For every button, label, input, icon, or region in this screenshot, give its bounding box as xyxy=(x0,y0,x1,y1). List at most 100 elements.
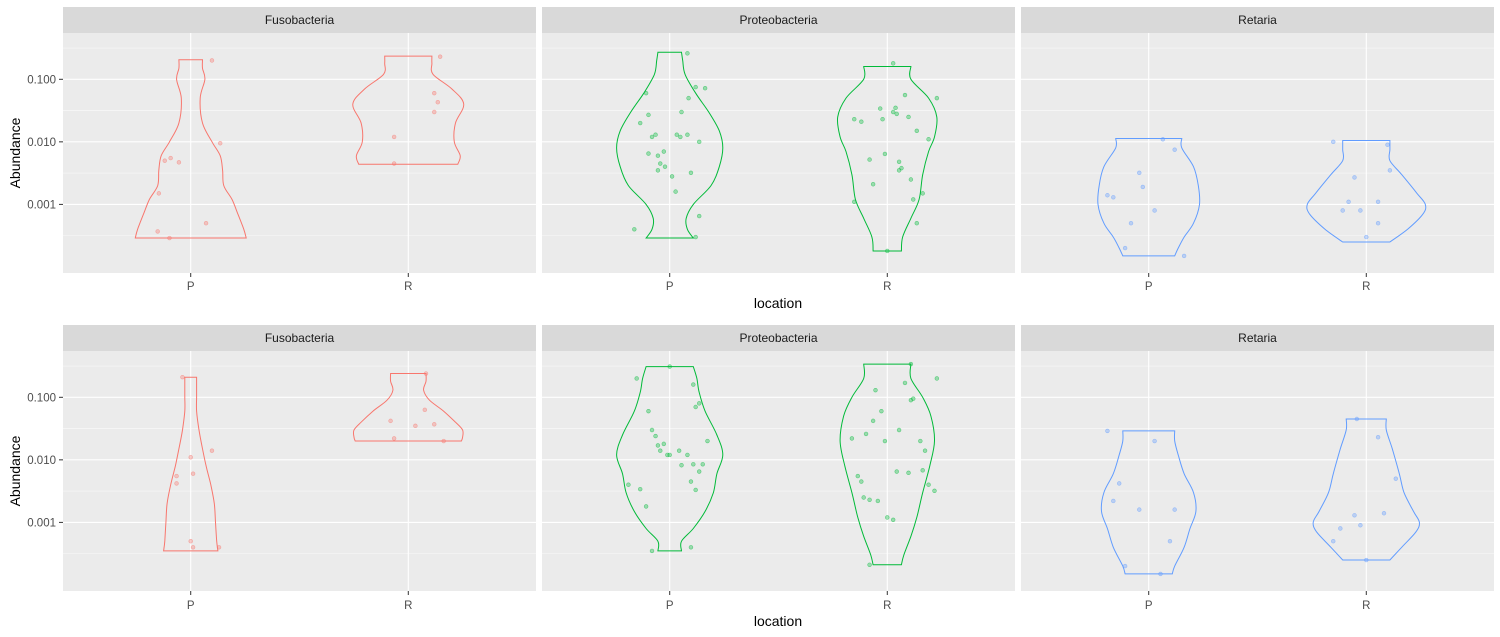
data-point xyxy=(688,479,694,484)
data-point xyxy=(691,382,696,387)
facet-strip-label: Retaria xyxy=(1238,13,1277,27)
x-axis-title: location xyxy=(754,613,802,629)
data-point xyxy=(168,155,173,161)
data-point xyxy=(441,438,446,444)
data-point xyxy=(413,423,418,429)
violin-p xyxy=(134,59,247,239)
data-point xyxy=(911,197,916,202)
data-point xyxy=(661,441,667,447)
data-point xyxy=(894,469,899,474)
data-point xyxy=(435,100,440,105)
data-point xyxy=(662,164,668,169)
data-point xyxy=(432,422,437,427)
data-point xyxy=(1364,557,1369,563)
facet-panel-proteobacteria: Proteobacteria P R xyxy=(542,325,1015,612)
data-point xyxy=(697,213,702,219)
data-point xyxy=(649,548,655,554)
data-point xyxy=(1105,428,1110,434)
facet-strip-label: Proteobacteria xyxy=(739,331,817,345)
data-point xyxy=(174,481,179,486)
violin-p xyxy=(616,366,724,552)
data-point xyxy=(693,404,698,410)
facet-strip-label: Fusobacteria xyxy=(265,331,335,345)
panel-background xyxy=(1021,351,1494,591)
data-point xyxy=(1117,481,1122,486)
data-point xyxy=(643,504,649,509)
data-point xyxy=(176,160,182,165)
x-tick-label: P xyxy=(666,600,674,612)
data-point xyxy=(859,119,864,124)
data-point xyxy=(700,462,705,467)
data-point xyxy=(679,463,684,468)
x-tick-label: R xyxy=(404,600,412,612)
x-tick-label: R xyxy=(883,281,891,293)
data-point xyxy=(649,427,655,433)
data-point xyxy=(852,117,857,122)
data-point xyxy=(908,397,914,403)
x-tick-label: R xyxy=(1362,281,1370,293)
data-point xyxy=(1111,195,1116,200)
data-point xyxy=(180,374,185,380)
data-point xyxy=(863,431,869,437)
data-point xyxy=(661,149,667,154)
data-point xyxy=(156,191,162,196)
data-point xyxy=(658,161,663,166)
violin-p xyxy=(616,51,724,239)
data-point xyxy=(1346,199,1351,205)
data-point xyxy=(685,51,690,56)
facet-strip xyxy=(63,325,536,351)
data-point xyxy=(167,235,172,241)
data-point xyxy=(391,134,397,140)
data-point xyxy=(878,106,883,111)
data-point xyxy=(1338,526,1343,531)
y-tick-label: 0.100 xyxy=(27,392,56,404)
data-point xyxy=(1364,234,1369,240)
y-axis-title: Abundance xyxy=(7,117,23,188)
data-point xyxy=(859,479,864,484)
facet-panel-retaria: Retaria P R xyxy=(1021,325,1494,612)
data-point xyxy=(908,177,914,182)
data-point xyxy=(1331,539,1336,544)
data-point xyxy=(914,221,919,226)
data-point xyxy=(1331,139,1336,145)
data-point xyxy=(646,151,651,156)
data-point xyxy=(1393,476,1398,481)
data-point xyxy=(705,438,710,444)
y-tick-label: 0.001 xyxy=(27,517,56,529)
data-point xyxy=(1385,142,1390,147)
data-point xyxy=(890,109,896,115)
data-point xyxy=(920,468,925,473)
panel-background xyxy=(63,351,536,591)
panel-background xyxy=(542,351,1015,591)
data-point xyxy=(1352,513,1357,518)
panel-background xyxy=(1021,33,1494,273)
data-point xyxy=(1381,511,1387,516)
y-tick-label: 0.001 xyxy=(27,199,56,211)
data-point xyxy=(188,539,193,544)
data-point xyxy=(934,376,940,381)
data-point xyxy=(855,473,860,479)
data-point xyxy=(155,229,160,234)
facet-strip xyxy=(542,7,1015,33)
data-point xyxy=(691,462,696,467)
data-point xyxy=(882,438,888,444)
data-point xyxy=(1152,208,1157,213)
data-point xyxy=(1358,523,1363,528)
data-point xyxy=(688,170,694,176)
y-tick-label: 0.010 xyxy=(27,455,56,467)
data-point xyxy=(1172,147,1177,152)
data-point xyxy=(676,448,682,453)
data-point xyxy=(646,408,651,414)
data-point xyxy=(1167,539,1173,544)
data-point xyxy=(678,134,683,140)
data-point xyxy=(1105,193,1110,198)
data-point xyxy=(685,452,690,458)
data-point xyxy=(188,455,193,460)
data-point xyxy=(679,109,684,115)
data-point xyxy=(918,438,923,444)
data-point xyxy=(882,151,888,157)
data-point xyxy=(432,90,437,96)
data-point xyxy=(697,401,702,406)
data-point xyxy=(693,234,698,240)
violin-r xyxy=(352,55,465,165)
